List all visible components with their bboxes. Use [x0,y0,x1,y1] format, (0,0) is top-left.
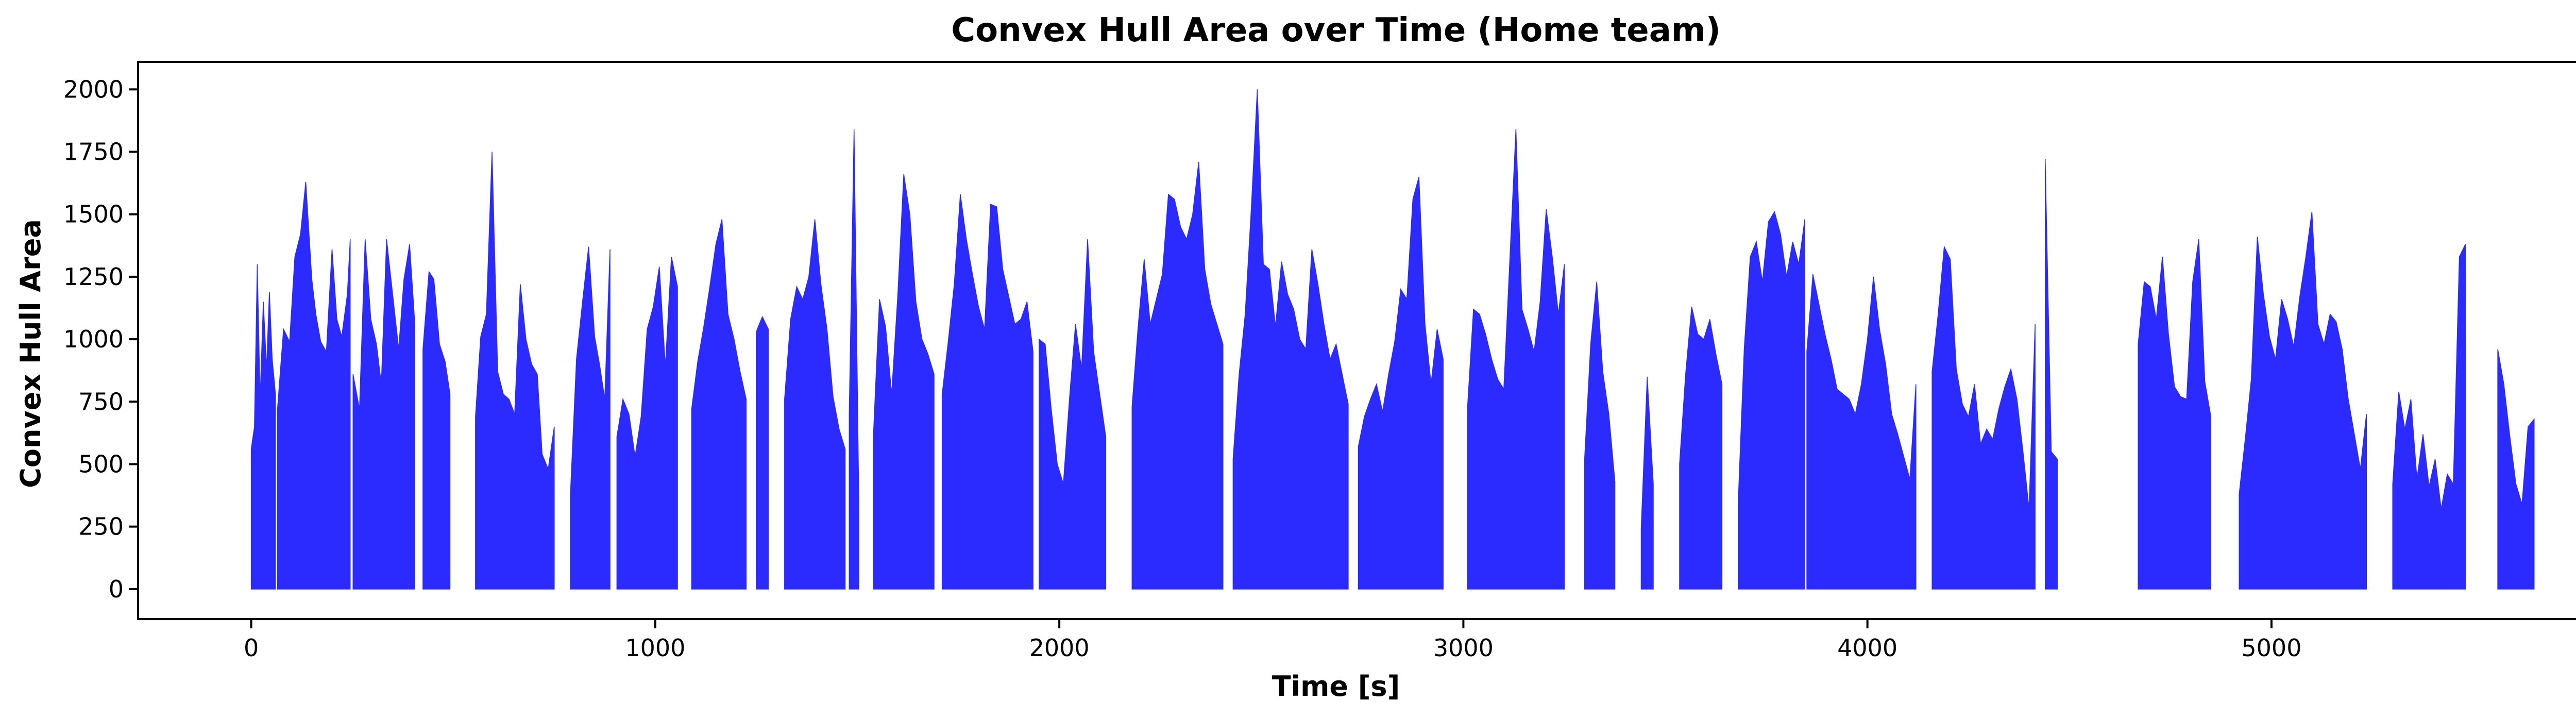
series-layer [250,89,2535,590]
y-tick-label-2000: 2000 [63,75,124,103]
area-segment-1-5 [475,152,555,590]
area-segment-1-16 [1232,89,1349,590]
x-tick-label-5000: 5000 [2241,634,2301,662]
area-segment-1-20 [1640,376,1654,590]
area-segment-1-17 [1358,176,1444,590]
area-segment-1-8 [691,219,747,590]
y-axis-label: Convex Hull Area [14,219,47,488]
y-tick-label-1250: 1250 [63,263,124,291]
x-tick-label-4000: 4000 [1837,634,1897,662]
y-tick-label-1500: 1500 [63,201,124,228]
area-segment-1-25 [2045,159,2058,590]
area-segment-1-3 [352,239,415,590]
area-segment-1-22 [1737,210,1805,590]
area-segment-1-7 [616,256,678,590]
y-tick-label-1750: 1750 [63,138,124,166]
x-tick-label-0: 0 [244,634,259,662]
area-segment-1-21 [1679,306,1723,590]
area-segment-1-19 [1584,281,1616,590]
y-tick-label-250: 250 [78,513,124,541]
area-segment-1-13 [941,194,1033,590]
area-segment-1-15 [1131,161,1224,590]
area-segment-1-11 [849,129,859,590]
area-segment-1-4 [422,270,451,590]
chart-title: Convex Hull Area over Time (Home team) [951,11,1721,49]
area-segment-1-23 [1806,274,1917,590]
area-segment-1-29 [2497,349,2535,590]
area-segment-1-2 [277,181,351,590]
area-segment-1-12 [873,174,935,590]
y-tick-label-0: 0 [109,575,124,603]
plot-frame [137,61,2576,620]
x-ticks: 0 1000 2000 3000 4000 5000 [244,619,2301,662]
area-segment-1-1 [250,264,276,590]
y-tick-label-750: 750 [78,388,124,415]
area-segment-1-26 [2138,239,2212,590]
y-ticks: 0 250 500 750 1000 1250 1500 1750 2000 [63,75,138,603]
x-tick-label-2000: 2000 [1029,634,1090,662]
area-segment-1-18 [1467,129,1565,590]
x-axis-label: Time [s] [1272,670,1400,703]
area-segment-1-10 [784,219,846,590]
y-tick-label-500: 500 [78,450,124,478]
x-tick-label-3000: 3000 [1433,634,1494,662]
y-tick-label-1000: 1000 [63,325,124,353]
x-tick-label-1000: 1000 [625,634,685,662]
area-segment-1-6 [570,246,611,590]
area-segment-1-9 [756,315,769,590]
area-segment-1-28 [2392,244,2466,590]
area-segment-1-24 [1931,245,2036,590]
area-segment-1-14 [1039,239,1107,590]
area-segment-1-27 [2239,211,2367,590]
